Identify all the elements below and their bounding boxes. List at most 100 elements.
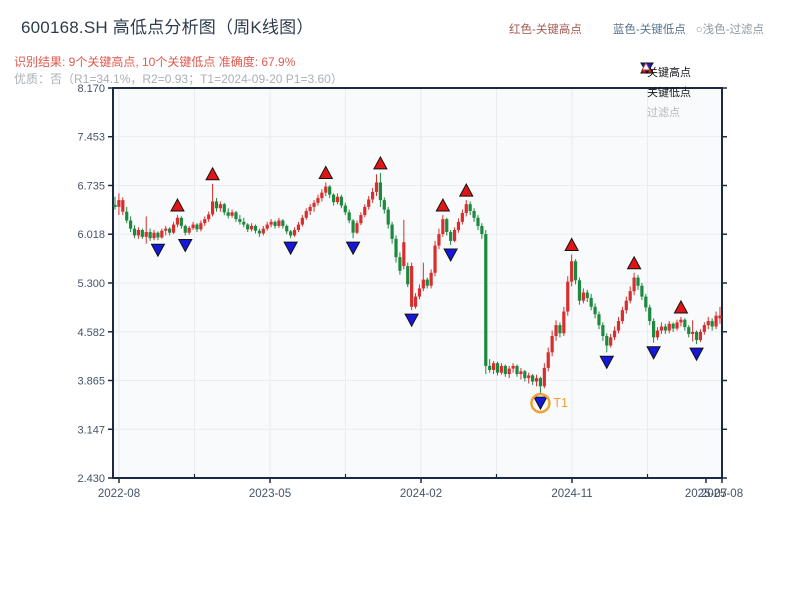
- x-tick-label: 2025-07: [685, 488, 727, 500]
- candles: [113, 172, 722, 394]
- candle-body: [121, 200, 125, 212]
- candle-body: [269, 221, 273, 225]
- candle-body: [410, 266, 414, 307]
- candle-body: [558, 325, 562, 334]
- candle-body: [659, 326, 664, 331]
- candle-body: [226, 212, 230, 216]
- candle-body: [398, 257, 402, 271]
- candle-body: [441, 219, 445, 235]
- key-high-marker: [318, 165, 334, 179]
- legend-item-label: 关键高点: [647, 67, 691, 79]
- candle-body: [164, 228, 168, 231]
- key-high-marker: [673, 299, 689, 314]
- t1-circle: [530, 392, 551, 414]
- candle-body: [335, 196, 340, 203]
- candle-body: [480, 225, 484, 235]
- y-tick-label: 8.170: [77, 83, 105, 95]
- candle-body: [250, 225, 254, 230]
- candle-body: [363, 206, 367, 216]
- key-low-marker: [533, 396, 548, 411]
- candle-body: [675, 322, 679, 329]
- y-axis: 8.170 7.453 6.735 6.018 5.300 4.582 3.865 3.147…: [77, 83, 727, 485]
- candle-body: [616, 321, 621, 331]
- candle-body: [691, 331, 695, 334]
- candle-body: [230, 212, 234, 216]
- candle-body: [300, 217, 304, 225]
- candle-body: [495, 363, 500, 373]
- candle-body: [624, 300, 628, 311]
- candle-body: [706, 321, 710, 326]
- key-low-marker: [689, 347, 704, 362]
- candle-body: [210, 201, 215, 215]
- candle-body: [257, 230, 262, 234]
- candle-body: [589, 297, 593, 307]
- candle-body: [511, 365, 515, 369]
- candle-body: [652, 321, 656, 338]
- candle-body: [585, 292, 589, 298]
- key-low-markers: [150, 238, 704, 411]
- candle-body: [581, 292, 585, 301]
- candle-body: [538, 378, 543, 387]
- candle-body: [452, 230, 457, 241]
- candle-body: [566, 281, 570, 312]
- candle-body: [125, 211, 129, 221]
- y-tick-label: 2.430: [77, 473, 105, 485]
- candle-body: [597, 314, 601, 326]
- candle-body: [640, 285, 644, 297]
- key-low-marker: [177, 238, 193, 253]
- recognition-result-text: 识别结果: 9个关键高点, 10个关键低点 准确度: 67.9%: [14, 55, 296, 69]
- candle-body: [390, 224, 394, 239]
- candle-body: [460, 213, 464, 222]
- candle-body: [667, 323, 671, 331]
- candle-body: [160, 230, 164, 238]
- y-tick-label: 6.018: [77, 229, 105, 241]
- candle-body: [339, 196, 343, 206]
- candle-body: [207, 214, 211, 220]
- candle-body: [203, 219, 207, 224]
- candle-body: [413, 296, 418, 307]
- candle-body: [328, 186, 332, 195]
- candle-body: [464, 204, 468, 214]
- candle-body: [367, 199, 371, 207]
- candle-body: [472, 210, 476, 218]
- t1-annotation: T1: [530, 392, 568, 414]
- candle-body: [531, 375, 535, 382]
- candle-body: [534, 378, 539, 382]
- candle-body: [359, 215, 363, 224]
- candle-body: [214, 201, 219, 209]
- candle-body: [655, 330, 660, 338]
- candle-body: [308, 206, 312, 211]
- candle-body: [168, 228, 172, 233]
- candle-body: [577, 280, 582, 301]
- candle-body: [171, 224, 176, 233]
- key-high-marker: [205, 166, 220, 181]
- legend-item-label: 过滤点: [647, 107, 680, 119]
- candle-body: [671, 323, 675, 329]
- candle-body: [612, 330, 617, 338]
- candle-body: [550, 335, 554, 353]
- t1-label: T1: [553, 396, 568, 410]
- candle-body: [343, 205, 347, 213]
- x-tick-label: 2024-02: [400, 488, 442, 500]
- candle-body: [261, 228, 265, 234]
- candle-body: [273, 221, 277, 226]
- candle-body: [499, 365, 503, 373]
- x-tick-label: 2023-05: [249, 488, 291, 500]
- candle-body: [546, 352, 550, 368]
- y-tick-label: 6.735: [77, 181, 105, 193]
- candle-body: [663, 326, 667, 331]
- candle-body: [355, 223, 359, 233]
- key-low-marker: [443, 248, 458, 263]
- candle-body: [386, 209, 390, 225]
- candle-body: [609, 337, 613, 346]
- key-low-marker: [150, 243, 166, 258]
- key-high-marker: [564, 237, 579, 251]
- candle-body: [304, 210, 308, 218]
- candle-body: [507, 368, 511, 375]
- open-triangle-icon: [641, 62, 651, 71]
- candle-body: [296, 224, 301, 231]
- candle-body: [316, 198, 320, 203]
- candle-body: [378, 182, 383, 201]
- y-tick-label: 7.453: [77, 132, 105, 144]
